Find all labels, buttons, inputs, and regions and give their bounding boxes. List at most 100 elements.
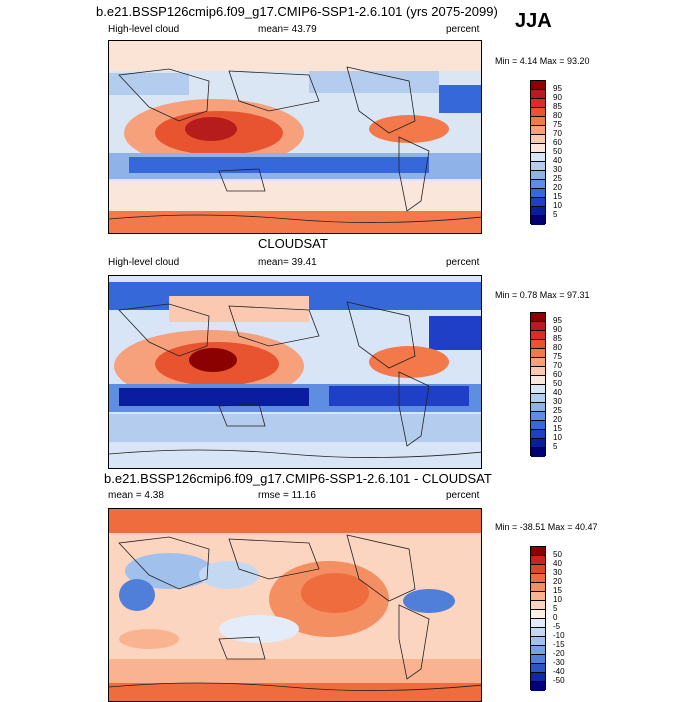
colorbar-box	[531, 655, 545, 664]
panel1-variable: High-level cloud	[108, 24, 180, 35]
panel1-minmax: Min = 4.14 Max = 93.20	[495, 56, 590, 66]
colorbar-tick-label: 10	[553, 201, 562, 210]
colorbar-tick-label: 5	[553, 442, 558, 451]
colorbar-tick-label: 40	[553, 156, 562, 165]
colorbar-tick-label: 40	[553, 559, 562, 568]
colorbar-box	[531, 601, 545, 610]
colorbar-box	[531, 403, 545, 412]
colorbar-box	[531, 90, 545, 99]
colorbar-box	[531, 144, 545, 153]
colorbar-tick-label: -20	[553, 649, 565, 658]
colorbar-tick-label: 95	[553, 316, 562, 325]
colorbar-tick-label: -50	[553, 676, 565, 685]
colorbar-tick-label: 15	[553, 586, 562, 595]
colorbar-box	[531, 189, 545, 198]
panel3-title: b.e21.BSSP126cmip6.f09_g17.CMIP6-SSP1-2.…	[104, 471, 492, 486]
colorbar-tick-label: 75	[553, 352, 562, 361]
colorbar-tick-label: 5	[553, 210, 558, 219]
colorbar-box	[531, 216, 545, 225]
colorbar-tick-label: 80	[553, 111, 562, 120]
colorbar-tick-label: 85	[553, 102, 562, 111]
colorbar-box	[531, 682, 545, 691]
colorbar-box	[531, 367, 545, 376]
colorbar-tick-label: 10	[553, 595, 562, 604]
colorbar-tick-label: 25	[553, 174, 562, 183]
colorbar-box	[531, 198, 545, 207]
panel1-colorbar	[530, 80, 546, 225]
colorbar-box	[531, 135, 545, 144]
colorbar-tick-label: 50	[553, 550, 562, 559]
colorbar-tick-label: 25	[553, 406, 562, 415]
colorbar-tick-label: -40	[553, 667, 565, 676]
colorbar-tick-label: 30	[553, 397, 562, 406]
colorbar-box	[531, 448, 545, 457]
colorbar-tick-label: 20	[553, 183, 562, 192]
colorbar-tick-label: 30	[553, 165, 562, 174]
colorbar-tick-label: 95	[553, 84, 562, 93]
panel2-minmax: Min = 0.78 Max = 97.31	[495, 290, 590, 300]
colorbar-tick-label: 15	[553, 192, 562, 201]
colorbar-tick-label: 50	[553, 379, 562, 388]
colorbar-tick-label: 70	[553, 129, 562, 138]
colorbar-box	[531, 117, 545, 126]
panel3-map-svg	[109, 509, 481, 701]
panel3-colorbar	[530, 546, 546, 691]
colorbar-box	[531, 439, 545, 448]
panel1-title: b.e21.BSSP126cmip6.f09_g17.CMIP6-SSP1-2.…	[96, 4, 498, 19]
colorbar-box	[531, 664, 545, 673]
colorbar-box	[531, 412, 545, 421]
panel2-unit: percent	[446, 257, 480, 268]
colorbar-box	[531, 565, 545, 574]
colorbar-box	[531, 108, 545, 117]
colorbar-box	[531, 313, 545, 322]
colorbar-tick-label: -10	[553, 631, 565, 640]
panel1-map	[108, 40, 482, 234]
colorbar-box	[531, 583, 545, 592]
colorbar-tick-label: 50	[553, 147, 562, 156]
colorbar-box	[531, 126, 545, 135]
colorbar-tick-label: 15	[553, 424, 562, 433]
panel3-mean: mean = 4.38	[108, 490, 164, 501]
panel2-colorbar	[530, 312, 546, 457]
colorbar-box	[531, 207, 545, 216]
panel2-map	[108, 275, 482, 469]
colorbar-tick-label: 30	[553, 568, 562, 577]
colorbar-box	[531, 610, 545, 619]
colorbar-box	[531, 628, 545, 637]
colorbar-box	[531, 331, 545, 340]
colorbar-box	[531, 171, 545, 180]
colorbar-box	[531, 394, 545, 403]
colorbar-box	[531, 430, 545, 439]
colorbar-tick-label: 20	[553, 415, 562, 424]
colorbar-tick-label: 10	[553, 433, 562, 442]
panel2-variable: High-level cloud	[108, 257, 180, 268]
panel2-title: CLOUDSAT	[258, 236, 328, 251]
colorbar-tick-label: -30	[553, 658, 565, 667]
colorbar-box	[531, 385, 545, 394]
panel1-map-svg	[109, 41, 481, 233]
colorbar-box	[531, 637, 545, 646]
colorbar-box	[531, 574, 545, 583]
colorbar-tick-label: 85	[553, 334, 562, 343]
colorbar-box	[531, 547, 545, 556]
colorbar-tick-label: -15	[553, 640, 565, 649]
panel3-rmse: rmse = 11.16	[258, 490, 316, 501]
colorbar-box	[531, 81, 545, 90]
colorbar-box	[531, 556, 545, 565]
colorbar-box	[531, 421, 545, 430]
colorbar-box	[531, 340, 545, 349]
colorbar-tick-label: 90	[553, 93, 562, 102]
colorbar-box	[531, 592, 545, 601]
colorbar-tick-label: 60	[553, 370, 562, 379]
colorbar-box	[531, 322, 545, 331]
colorbar-box	[531, 349, 545, 358]
colorbar-box	[531, 162, 545, 171]
colorbar-box	[531, 180, 545, 189]
colorbar-tick-label: 80	[553, 343, 562, 352]
colorbar-box	[531, 646, 545, 655]
panel1-mean: mean= 43.79	[258, 24, 317, 35]
colorbar-box	[531, 376, 545, 385]
panel3-minmax: Min = -38.51 Max = 40.47	[495, 522, 598, 532]
colorbar-box	[531, 99, 545, 108]
colorbar-box	[531, 358, 545, 367]
